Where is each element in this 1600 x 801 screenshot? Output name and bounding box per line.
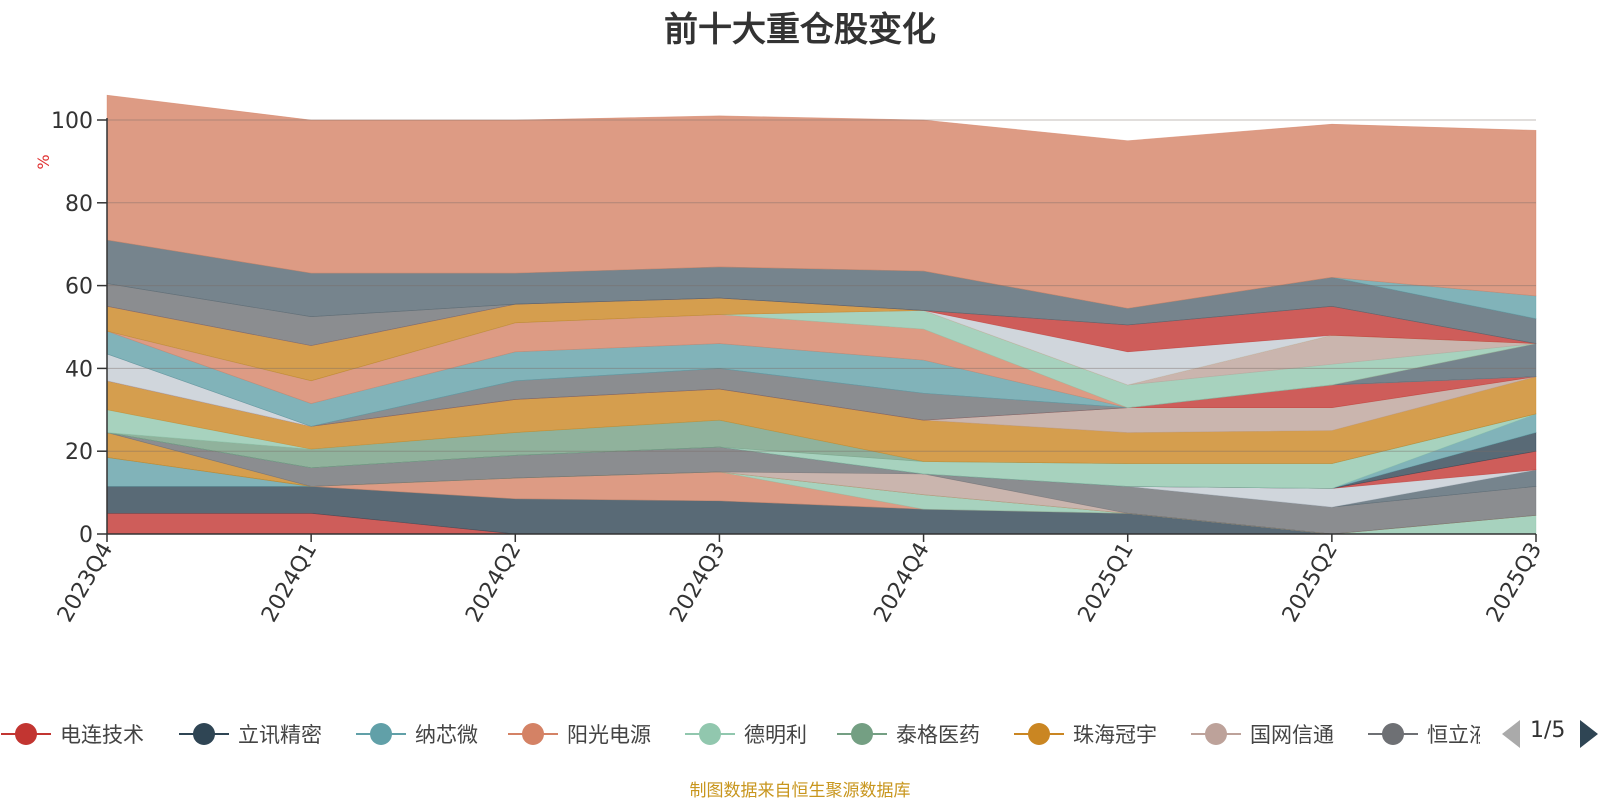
legend-marker-icon: [179, 723, 229, 745]
area-layers: [106, 94, 1537, 535]
y-tick-label: 60: [65, 275, 93, 300]
series-area-33[interactable]: [106, 94, 1537, 309]
legend-item[interactable]: 国网信通: [1190, 714, 1334, 754]
legend-item[interactable]: 德明利: [684, 714, 807, 754]
y-tick-label: 0: [79, 523, 93, 548]
y-tick-label: 80: [65, 192, 93, 217]
legend-pager: 1/5: [1500, 716, 1600, 752]
pager-text: 1/5: [1530, 718, 1566, 743]
legend-marker-icon: [1368, 723, 1418, 745]
legend-marker-icon: [685, 723, 735, 745]
legend-item[interactable]: 泰格医药: [836, 714, 980, 754]
legend-marker-icon: [837, 723, 887, 745]
legend-label: 国网信通: [1250, 723, 1334, 747]
x-tick-label: 2024Q1: [257, 539, 322, 627]
y-tick-label: 100: [51, 109, 93, 134]
x-tick-label: 2024Q2: [461, 539, 526, 627]
legend-marker-icon: [508, 723, 558, 745]
legend-label: 立讯精密: [238, 723, 322, 747]
x-tick-label: 2024Q3: [665, 539, 730, 627]
x-tick-label: 2024Q4: [869, 539, 934, 627]
pager-prev-arrow-icon[interactable]: [1502, 720, 1520, 748]
legend-item[interactable]: 珠海冠宇: [1013, 714, 1157, 754]
y-axis-label: %: [34, 154, 53, 169]
legend-label: 恒立液压: [1427, 723, 1480, 747]
x-tick-label: 2023Q4: [53, 539, 118, 627]
y-tick-label: 40: [65, 357, 93, 382]
legend-marker-icon: [1, 723, 51, 745]
legend-item[interactable]: 立讯精密: [178, 714, 322, 754]
legend-label: 阳光电源: [567, 723, 651, 747]
chart-title: 前十大重仓股变化: [664, 10, 936, 50]
x-tick-label: 2025Q2: [1278, 539, 1343, 627]
legend-marker-icon: [1014, 723, 1064, 745]
x-tick-label: 2025Q3: [1482, 539, 1547, 627]
legend-label: 德明利: [744, 723, 807, 747]
source-footnote: 制图数据来自恒生聚源数据库: [689, 781, 911, 801]
legend-label: 泰格医药: [896, 723, 980, 747]
legend-item[interactable]: 阳光电源: [507, 714, 651, 754]
y-tick-label: 20: [65, 440, 93, 465]
grid-lines: [107, 119, 1536, 452]
x-tick-label: 2025Q1: [1074, 539, 1139, 627]
legend-label: 电连技术: [60, 723, 144, 747]
legend: 电连技术 立讯精密 纳芯微 阳光电源 德明利 泰格医药 珠海冠宇 国网信通 恒立液压: [0, 714, 1480, 754]
legend-label: 珠海冠宇: [1073, 723, 1157, 747]
legend-item[interactable]: 纳芯微: [355, 714, 478, 754]
stacked-area-chart: 0 20 40 60 80 100 2023Q4 2024Q1 2024Q2 2024Q3 2024…: [34, 94, 1547, 627]
pager-next-arrow-icon[interactable]: [1580, 720, 1598, 748]
legend-item[interactable]: 电连技术: [0, 714, 144, 754]
legend-marker-icon: [356, 723, 406, 745]
legend-marker-icon: [1191, 723, 1241, 745]
legend-label: 纳芯微: [415, 723, 478, 747]
legend-item[interactable]: 恒立液压: [1367, 714, 1480, 754]
